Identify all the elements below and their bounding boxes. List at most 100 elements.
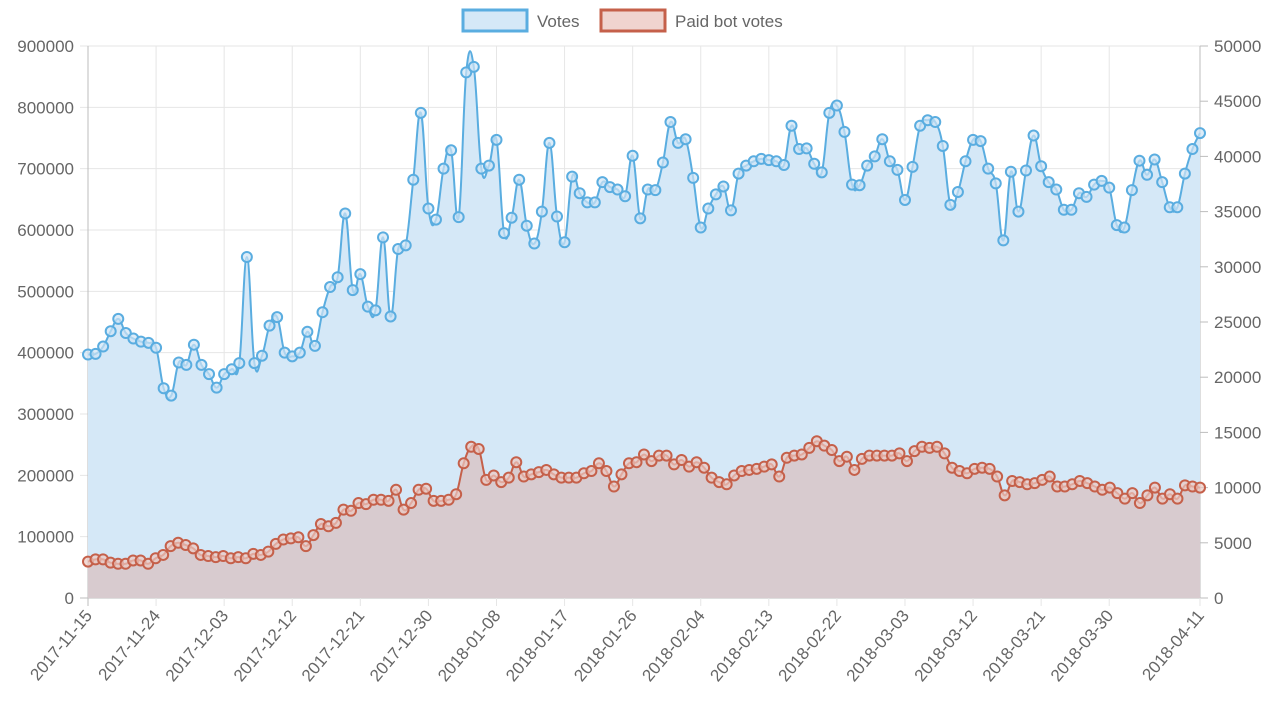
votes-point[interactable] (1042, 176, 1055, 189)
votes-point[interactable] (785, 119, 798, 132)
paid-bot-votes-point[interactable] (502, 471, 515, 484)
paid-bot-votes-point[interactable] (1194, 481, 1206, 494)
votes-point[interactable] (717, 180, 730, 193)
paid-bot-votes-point[interactable] (840, 450, 853, 463)
votes-point[interactable] (573, 187, 586, 200)
paid-bot-votes-point[interactable] (773, 470, 786, 483)
votes-point[interactable] (566, 170, 579, 183)
paid-bot-votes-point[interactable] (344, 504, 357, 517)
votes-point[interactable] (399, 239, 412, 252)
votes-point[interactable] (445, 144, 458, 157)
paid-bot-votes-point[interactable] (292, 531, 305, 544)
votes-point[interactable] (1012, 205, 1025, 218)
votes-point[interactable] (1171, 201, 1184, 214)
votes-point[interactable] (664, 116, 677, 129)
paid-bot-votes-point[interactable] (660, 449, 673, 462)
paid-bot-votes-point[interactable] (825, 444, 838, 457)
votes-point[interactable] (255, 349, 268, 362)
paid-bot-votes-point[interactable] (1148, 481, 1161, 494)
votes-point[interactable] (369, 304, 382, 317)
paid-bot-votes-point[interactable] (983, 462, 996, 475)
votes-point[interactable] (482, 159, 495, 172)
votes-point[interactable] (505, 211, 518, 224)
votes-point[interactable] (861, 159, 874, 172)
votes-point[interactable] (520, 219, 533, 232)
paid-bot-votes-point[interactable] (1043, 470, 1056, 483)
paid-bot-votes-point[interactable] (931, 440, 944, 453)
legend-item-paid-bot-votes[interactable]: Paid bot votes (599, 8, 783, 33)
votes-point[interactable] (195, 358, 208, 371)
paid-bot-votes-point[interactable] (991, 470, 1004, 483)
votes-point[interactable] (225, 363, 238, 376)
votes-point[interactable] (165, 389, 178, 402)
paid-bot-votes-point[interactable] (1126, 487, 1139, 500)
votes-point[interactable] (694, 221, 707, 234)
paid-bot-votes-point[interactable] (720, 478, 733, 491)
votes-point[interactable] (619, 190, 632, 203)
paid-bot-votes-point[interactable] (1171, 492, 1184, 505)
paid-bot-votes-point[interactable] (329, 516, 342, 529)
votes-point[interactable] (838, 125, 851, 138)
paid-bot-votes-point[interactable] (803, 441, 816, 454)
paid-bot-votes-point[interactable] (848, 463, 861, 476)
paid-bot-votes-point[interactable] (405, 497, 418, 510)
votes-point[interactable] (437, 162, 450, 175)
votes-point[interactable] (777, 158, 790, 171)
votes-point[interactable] (656, 156, 669, 169)
votes-point[interactable] (422, 202, 435, 215)
votes-point[interactable] (377, 231, 390, 244)
votes-point[interactable] (187, 338, 200, 351)
votes-point[interactable] (248, 357, 261, 370)
votes-point[interactable] (210, 381, 223, 394)
votes-point[interactable] (868, 150, 881, 163)
paid-bot-votes-point[interactable] (1141, 489, 1154, 502)
votes-point[interactable] (89, 347, 102, 360)
votes-point[interactable] (959, 155, 972, 168)
paid-bot-votes-point[interactable] (307, 529, 320, 542)
votes-point[interactable] (233, 357, 246, 370)
votes-point[interactable] (452, 211, 465, 224)
votes-point[interactable] (180, 358, 193, 371)
votes-point[interactable] (687, 171, 700, 184)
votes-point[interactable] (543, 136, 556, 149)
votes-point[interactable] (929, 116, 942, 129)
paid-bot-votes-point[interactable] (390, 483, 403, 496)
paid-bot-votes-point[interactable] (675, 454, 688, 466)
votes-point[interactable] (626, 149, 639, 162)
votes-point[interactable] (414, 106, 427, 119)
votes-point[interactable] (429, 213, 442, 226)
paid-bot-votes-point[interactable] (998, 489, 1011, 502)
votes-point[interactable] (1178, 167, 1191, 180)
votes-point[interactable] (853, 179, 866, 192)
votes-point[interactable] (808, 157, 821, 170)
votes-point[interactable] (293, 346, 306, 359)
votes-point[interactable] (157, 382, 170, 395)
votes-point[interactable] (891, 163, 904, 176)
paid-bot-votes-point[interactable] (795, 448, 808, 461)
votes-point[interactable] (1035, 160, 1048, 173)
votes-point[interactable] (982, 162, 995, 175)
paid-bot-votes-point[interactable] (592, 457, 605, 470)
votes-point[interactable] (346, 284, 359, 297)
legend-item-votes[interactable]: Votes (461, 8, 580, 33)
paid-bot-votes-point[interactable] (420, 482, 433, 495)
votes-point[interactable] (724, 204, 737, 217)
votes-point[interactable] (354, 268, 367, 281)
paid-bot-votes-point[interactable] (457, 457, 470, 470)
votes-point[interactable] (876, 133, 889, 146)
votes-point[interactable] (1133, 154, 1146, 167)
paid-bot-votes-point[interactable] (397, 503, 410, 516)
votes-point[interactable] (150, 341, 163, 354)
votes-point[interactable] (823, 106, 836, 119)
votes-point[interactable] (339, 207, 352, 220)
paid-bot-votes-point[interactable] (615, 468, 628, 481)
votes-point[interactable] (308, 339, 321, 352)
paid-bot-votes-point[interactable] (698, 461, 711, 474)
paid-bot-votes-point[interactable] (900, 455, 913, 468)
paid-bot-votes-point[interactable] (299, 540, 312, 553)
paid-bot-votes-point[interactable] (585, 465, 598, 478)
votes-point[interactable] (240, 250, 253, 263)
votes-point[interactable] (709, 188, 722, 201)
votes-point[interactable] (906, 160, 919, 173)
votes-point[interactable] (1095, 174, 1108, 187)
